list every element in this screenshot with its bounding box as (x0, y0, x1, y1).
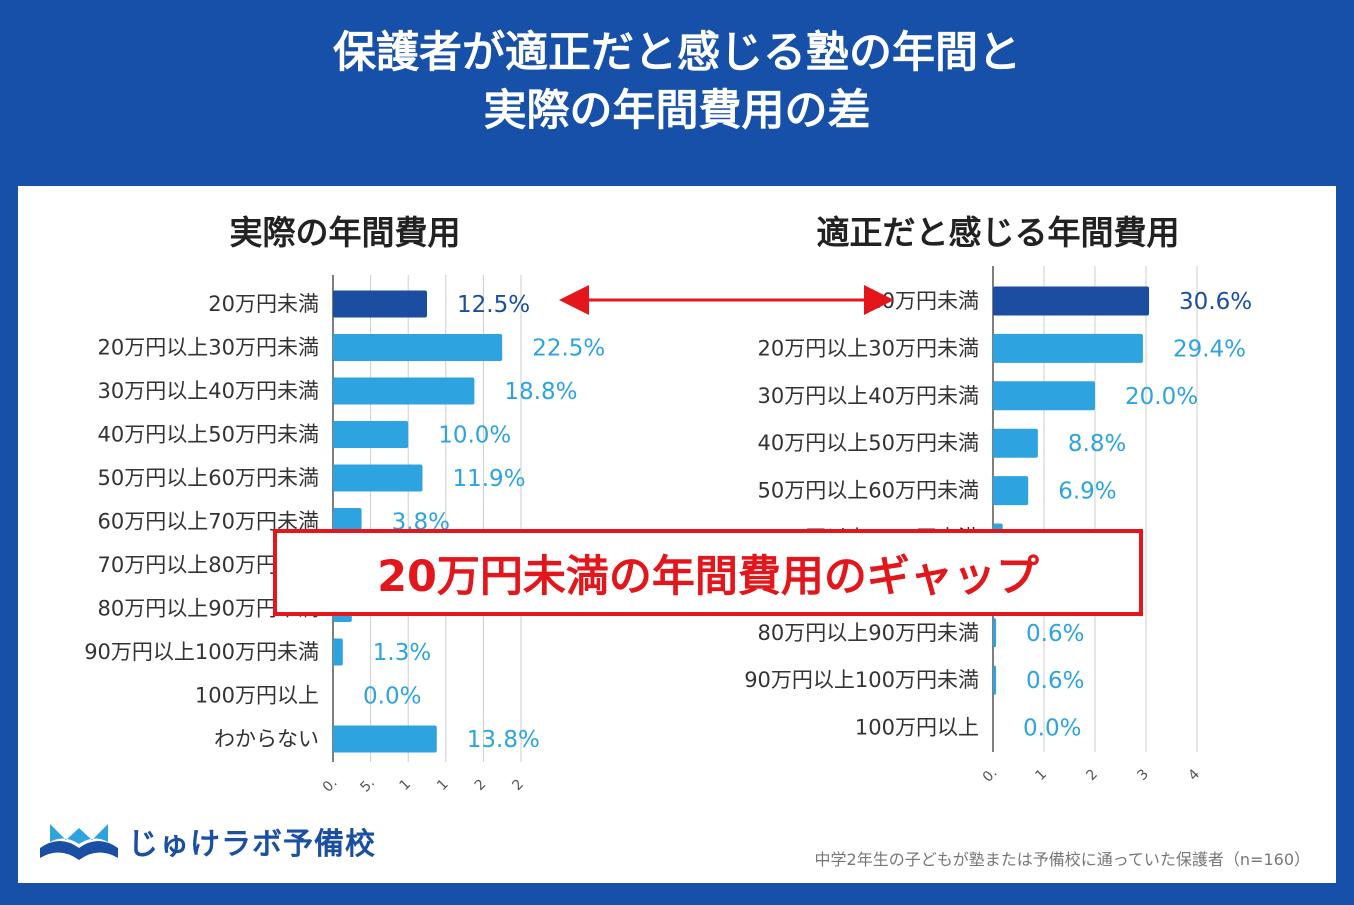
category-label: 20万円未満 (208, 292, 319, 316)
category-label: 50万円以上60万円未満 (758, 479, 979, 503)
value-label: 0.0% (363, 684, 421, 710)
chart-left-title: 実際の年間費用 (230, 213, 461, 252)
value-label: 10.0% (438, 423, 511, 449)
tick-label: 4 (1185, 766, 1203, 784)
bar (993, 665, 997, 695)
value-label: 20.0% (1125, 384, 1198, 410)
page-title-line2: 実際の年間費用の差 (483, 86, 871, 136)
value-label: 18.8% (504, 379, 577, 405)
tick-label: 3 (1134, 766, 1152, 784)
value-label: 0.6% (1026, 621, 1084, 647)
tick-label: 2 (472, 776, 490, 794)
category-label: 100万円以上 (855, 716, 979, 740)
tick-label: 0. (320, 775, 341, 796)
category-label: 80万円以上90万円未満 (758, 621, 979, 645)
bar (993, 333, 1143, 363)
category-label: 40万円以上50万円未満 (98, 423, 319, 447)
category-label: わからない (214, 727, 319, 751)
category-label: 90万円以上100万円未満 (84, 640, 319, 664)
tick-label: 1 (1032, 766, 1050, 784)
tick-label: 2 (1083, 766, 1101, 784)
bar (993, 618, 997, 648)
category-label: 90万円以上100万円未満 (744, 668, 979, 692)
tick-label: 0. (980, 765, 1001, 786)
category-label: 30万円以上40万円未満 (98, 379, 319, 403)
value-label: 0.6% (1026, 668, 1084, 694)
page-title-line1: 保護者が適正だと感じる塾の年間と (333, 28, 1021, 78)
book-logo-icon (40, 824, 118, 860)
value-label: 22.5% (532, 336, 605, 362)
value-label: 1.3% (373, 640, 431, 666)
category-label: 30万円以上40万円未満 (758, 384, 979, 408)
category-label: 20万円以上30万円未満 (758, 336, 979, 360)
bar (993, 428, 1038, 458)
value-label: 8.8% (1068, 431, 1126, 457)
category-label: 100万円以上 (195, 684, 319, 708)
bar (333, 725, 437, 753)
bar (333, 334, 503, 361)
bar (333, 290, 427, 318)
gap-annotation-box: 20万円未満の年間費用のギャップ (273, 529, 1143, 616)
value-label: 6.9% (1058, 479, 1116, 505)
logo-text: じゅけラボ予備校 (128, 827, 376, 862)
bar (333, 377, 475, 405)
logo: じゅけラボ予備校 (36, 818, 376, 864)
gap-annotation-text: 20万円未満の年間費用のギャップ (377, 551, 1039, 602)
bar (993, 476, 1029, 506)
chart-right-title: 適正だと感じる年間費用 (817, 213, 1180, 252)
bar (333, 638, 343, 666)
tick-label: 5. (357, 775, 378, 796)
value-label: 0.0% (1023, 716, 1081, 742)
value-label: 12.5% (457, 292, 530, 318)
value-label: 13.8% (467, 727, 540, 753)
category-label: 40万円以上50万円未満 (758, 431, 979, 455)
bar (333, 508, 362, 535)
bar (333, 464, 423, 492)
bar (993, 286, 1150, 316)
bar (333, 421, 409, 448)
page-title: 保護者が適正だと感じる塾の年間と 実際の年間費用の差 (0, 24, 1354, 140)
tick-label: 2 (509, 776, 527, 794)
tick-label: 1 (434, 776, 452, 794)
value-label: 29.4% (1173, 336, 1246, 362)
tick-label: 1 (397, 776, 415, 794)
footnote: 中学2年生の子どもが塾または予備校に通っていた保護者（n=160） (814, 850, 1310, 869)
category-label: 50万円以上60万円未満 (98, 466, 319, 490)
bar (993, 381, 1095, 411)
value-label: 11.9% (452, 466, 525, 492)
category-label: 20万円以上30万円未満 (98, 336, 319, 360)
value-label: 30.6% (1179, 289, 1252, 315)
